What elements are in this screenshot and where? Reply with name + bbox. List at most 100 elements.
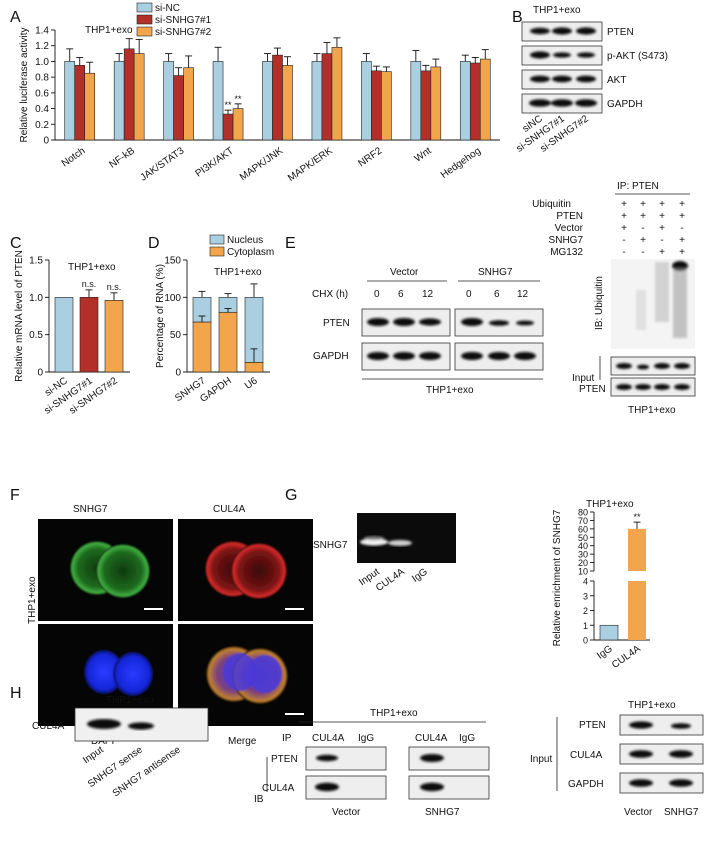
panel-e-row-gapdh: GAPDH	[313, 351, 349, 362]
panel-i-row-cul4a: CUL4A	[262, 783, 295, 794]
chart-a-bar	[361, 61, 372, 141]
chart-g-ylabel: Relative enrichment of SNHG7	[552, 509, 563, 646]
chart-a-bar	[123, 48, 135, 141]
chart-a-bar	[479, 58, 491, 141]
panel-e-ub-sign: -	[680, 223, 683, 234]
panel-f-microscopy: SNHG7 CUL4A THP1+exo DAPI Merge	[27, 504, 313, 747]
chart-c-title: THP1+exo	[68, 262, 116, 273]
panel-g-lane-3: IgG	[410, 566, 430, 584]
chart-a-bar	[410, 61, 422, 141]
panel-h-row: CUL4A	[32, 721, 65, 732]
chart-a-bar	[282, 65, 293, 141]
chart-d-bar-cytoplasm	[244, 361, 264, 373]
panel-i-ip: IP	[282, 733, 292, 744]
chart-d-y-tick-label: 0	[175, 368, 181, 379]
panel-e-time-3: 12	[422, 289, 434, 300]
panel-e-ub-cond-4: SNHG7	[549, 235, 584, 246]
chart-a-bar	[262, 61, 273, 141]
chart-c-y-tick-label: 1.5	[29, 256, 43, 267]
panel-e-ub-sign: -	[641, 247, 644, 258]
chart-a-title: THP1+exo	[85, 25, 133, 36]
panel-e-ub-input-row-pten: PTEN	[579, 384, 606, 395]
chart-a-bar	[222, 113, 234, 141]
panel-g-gel: SNHG7 Input CUL4A IgG	[313, 513, 456, 594]
chart-a-bar	[232, 108, 244, 141]
panel-b-blot: THP1+exo PTEN p-AKT (S473) AKT GAPDH siN…	[514, 5, 668, 155]
panel-f-side: THP1+exo	[27, 576, 38, 624]
panel-e-time-5: 6	[494, 289, 500, 300]
chart-a-y-tick-label: 1.0	[35, 57, 49, 68]
chart-c: 0 0.5 1.0 1.5 Relative mRNA level of PTEN THP…	[14, 250, 130, 417]
chart-c-bar	[54, 297, 74, 373]
panel-e-ub-footer: THP1+exo	[628, 405, 676, 416]
panel-i-ib: IB	[254, 794, 264, 805]
panel-e-ub-sign: +	[640, 235, 646, 246]
chart-g-y-tick-label: 20	[578, 558, 588, 568]
panel-h-lane-1: Input	[81, 744, 106, 766]
chart-a-bar	[133, 53, 145, 141]
chart-d-legend-swatch	[209, 246, 225, 257]
chart-a-legend-swatch	[136, 14, 153, 25]
panel-i-ip-lane-2: IgG	[358, 733, 374, 744]
chart-a-bar	[469, 62, 481, 141]
panel-e-ub-ip: IP: PTEN	[617, 181, 659, 192]
panel-f-label-merge: Merge	[228, 736, 257, 747]
chart-a: 0 0.2 0.4 0.6 0.8 1.0 1.2 1.4 Relative luciferas…	[19, 2, 500, 184]
chart-c-y-tick-label: 0	[37, 368, 43, 379]
panel-i-input-row-gapdh: GAPDH	[568, 779, 604, 790]
panel-e-ub-input: Input	[572, 373, 594, 384]
chart-a-bar	[212, 61, 224, 141]
chart-a-bar	[84, 72, 96, 141]
chart-g-bar-lower	[628, 581, 646, 640]
chart-a-significance: **	[225, 100, 233, 110]
chart-a-bar	[183, 67, 194, 141]
panel-e-ub-sign: +	[659, 247, 665, 258]
panel-e-ub-sign: +	[679, 199, 685, 210]
panel-e-ub-ib: IB: Ubiquitin	[594, 276, 605, 330]
panel-e-ub-sign: +	[640, 211, 646, 222]
panel-e-ub-cond-1: Ubiquitin	[532, 199, 571, 210]
panel-f-label-cul4a: CUL4A	[213, 504, 246, 515]
chart-a-bar	[64, 61, 76, 141]
chart-a-x-tick-label: JAK/STAT3	[138, 145, 186, 183]
chart-a-bar	[331, 46, 343, 141]
panel-i-row-pten: PTEN	[271, 754, 298, 765]
panel-letter-g: G	[285, 487, 297, 504]
chart-d-ylabel: Percentage of RNA (%)	[155, 264, 166, 368]
panel-letter-b: B	[512, 9, 523, 26]
chart-g-y-tick-label: 70	[578, 516, 588, 526]
panel-e-ub-cond-2: PTEN	[556, 211, 583, 222]
chart-d-bar-cytoplasm	[218, 311, 238, 373]
chart-g-y-tick-label: 3	[583, 591, 588, 601]
panel-e-ub-sign: +	[640, 199, 646, 210]
panel-e-time-6: 12	[517, 289, 529, 300]
chart-a-ylabel: Relative luciferase activity	[19, 27, 30, 142]
chart-a-bar	[163, 61, 174, 141]
panel-e-time-2: 6	[398, 289, 404, 300]
panel-letter-e: E	[285, 235, 296, 252]
panel-e-ubiquitin-blot: IP: PTEN Ubiquitin PTEN Vector SNHG7 MG1…	[532, 181, 696, 416]
panel-letter-d: D	[148, 235, 160, 252]
chart-c-annotation: n.s.	[107, 282, 122, 292]
chart-a-legend-label: si-SNHG7#2	[155, 27, 212, 38]
chart-g-title: THP1+exo	[586, 499, 634, 510]
chart-a-x-tick-label: NF-kB	[107, 145, 137, 170]
chart-c-ylabel: Relative mRNA level of PTEN	[14, 250, 25, 382]
panel-i-ip-lane-1: CUL4A	[312, 733, 345, 744]
chart-a-y-tick-label: 0.2	[35, 120, 49, 131]
chart-a-y-tick-label: 0.4	[35, 104, 49, 115]
chart-c-annotation: n.s.	[82, 279, 97, 289]
panel-f-label-dapi: DAPI	[91, 736, 114, 747]
chart-a-legend-label: si-NC	[155, 3, 180, 14]
chart-a-bar	[113, 61, 125, 141]
panel-b-title: THP1+exo	[533, 5, 581, 16]
chart-a-legend-swatch	[136, 26, 153, 37]
panel-i-group-vector: Vector	[332, 807, 361, 818]
chart-a-bar	[173, 75, 184, 141]
panel-e-ub-sign: +	[679, 247, 685, 258]
panel-i-title: THP1+exo	[370, 708, 418, 719]
panel-e-ub-sign: +	[659, 211, 665, 222]
panel-e-ub-sign: +	[621, 199, 627, 210]
chart-g-bar	[599, 624, 619, 641]
panel-e-time-1: 0	[374, 289, 380, 300]
